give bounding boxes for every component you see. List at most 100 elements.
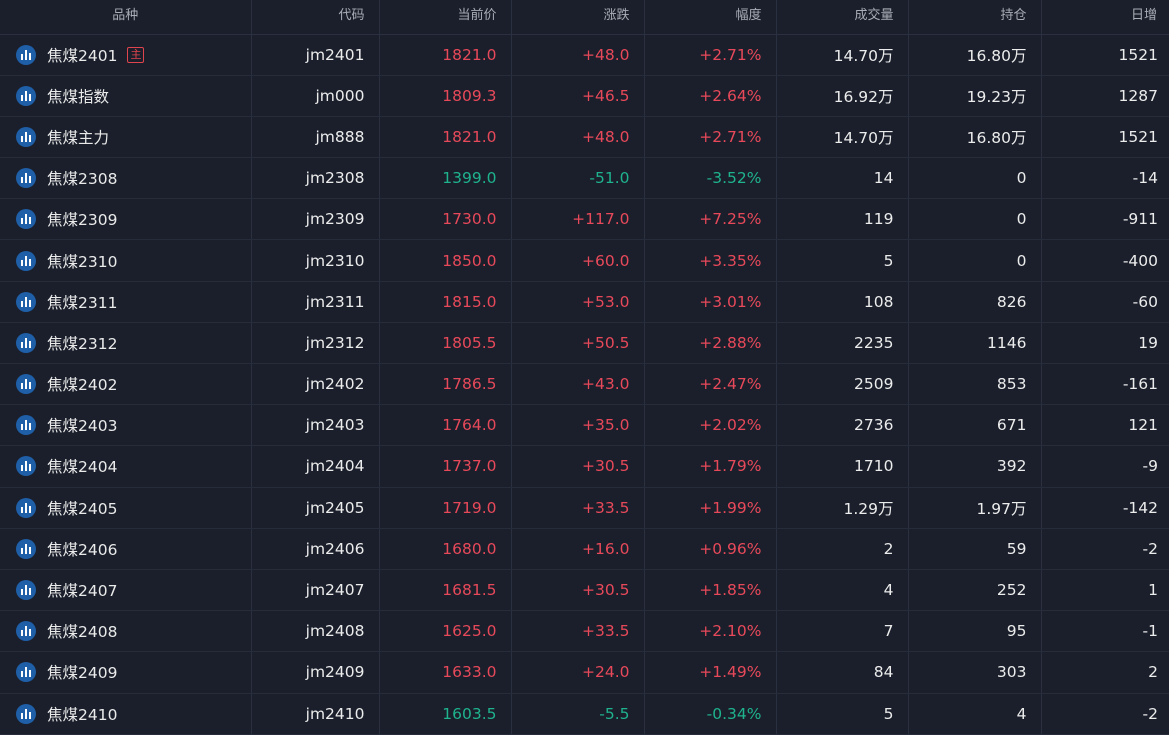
table-row[interactable]: 焦煤2310 jm2310 1850.0 +60.0 +3.35% 5 0 -400 [0,239,1169,282]
variety-cell[interactable]: 焦煤2403 [0,404,252,447]
table-row[interactable]: 焦煤2406 jm2406 1680.0 +16.0 +0.96% 2 59 -2 [0,528,1169,570]
variety-cell[interactable]: 焦煤2401 主 [0,34,252,76]
daily-change-cell: -142 [1041,487,1169,529]
bar-chart-icon[interactable] [16,497,36,518]
bar-chart-icon[interactable] [16,209,36,230]
daily-change-cell: -9 [1041,445,1169,488]
variety-name: 焦煤2407 [47,582,118,601]
bar-chart-icon[interactable] [16,662,36,683]
change-cell: +46.5 [511,75,645,117]
table-row[interactable]: 焦煤2409 jm2409 1633.0 +24.0 +1.49% 84 303 2 [0,651,1169,694]
table-row[interactable]: 焦煤2309 jm2309 1730.0 +117.0 +7.25% 119 0 -911 [0,198,1169,241]
table-row[interactable]: 焦煤2312 jm2312 1805.5 +50.5 +2.88% 2235 1146 19 [0,322,1169,365]
change-cell: +50.5 [511,322,645,365]
code-cell: jm2312 [251,322,380,365]
open-interest-cell: 1.97万 [908,487,1042,529]
open-interest-cell: 826 [908,281,1042,323]
percent-cell: +7.25% [644,198,777,241]
table-row[interactable]: 焦煤2407 jm2407 1681.5 +30.5 +1.85% 4 252 1 [0,569,1169,612]
daily-change-cell: -60 [1041,281,1169,323]
bar-chart-icon[interactable] [16,621,36,642]
price-cell: 1730.0 [379,198,512,241]
variety-cell[interactable]: 焦煤2312 [0,322,252,365]
change-cell: +30.5 [511,445,645,488]
variety-cell[interactable]: 焦煤2406 [0,528,252,570]
header-change[interactable]: 涨跌 [511,0,645,35]
open-interest-cell: 1146 [908,322,1042,365]
header-volume[interactable]: 成交量 [776,0,909,35]
variety-cell[interactable]: 焦煤2404 [0,445,252,488]
variety-cell[interactable]: 焦煤2308 [0,157,252,200]
bar-chart-icon[interactable] [16,580,36,601]
bar-chart-icon[interactable] [16,168,36,189]
variety-cell[interactable]: 焦煤2407 [0,569,252,612]
daily-change-cell: 2 [1041,651,1169,694]
header-code[interactable]: 代码 [251,0,380,35]
change-cell: +33.5 [511,487,645,529]
variety-cell[interactable]: 焦煤2409 [0,651,252,694]
price-cell: 1681.5 [379,569,512,612]
open-interest-cell: 95 [908,610,1042,653]
variety-cell[interactable]: 焦煤2310 [0,239,252,282]
table-row[interactable]: 焦煤2401 主 jm2401 1821.0 +48.0 +2.71% 14.70万 16.8… [0,34,1169,76]
daily-change-cell: -14 [1041,157,1169,200]
table-row[interactable]: 焦煤2311 jm2311 1815.0 +53.0 +3.01% 108 826 -60 [0,281,1169,323]
table-header: 品种 代码 当前价 涨跌 幅度 成交量 持仓 日增 [0,0,1169,35]
bar-chart-icon[interactable] [16,538,36,559]
code-cell: jm2408 [251,610,380,653]
variety-cell[interactable]: 焦煤指数 [0,75,252,117]
percent-cell: +2.71% [644,34,777,76]
price-cell: 1850.0 [379,239,512,282]
variety-name: 焦煤2402 [47,376,118,395]
bar-chart-icon[interactable] [16,332,36,353]
bar-chart-icon[interactable] [16,374,36,395]
percent-cell: -0.34% [644,693,777,735]
header-daily-change[interactable]: 日增 [1041,0,1169,35]
code-cell: jm2311 [251,281,380,323]
open-interest-cell: 853 [908,363,1042,406]
daily-change-cell: 1287 [1041,75,1169,117]
variety-cell[interactable]: 焦煤2311 [0,281,252,323]
table-row[interactable]: 焦煤2403 jm2403 1764.0 +35.0 +2.02% 2736 671 121 [0,404,1169,447]
percent-cell: +2.71% [644,116,777,159]
table-row[interactable]: 焦煤2308 jm2308 1399.0 -51.0 -3.52% 14 0 -14 [0,157,1169,200]
table-row[interactable]: 焦煤2404 jm2404 1737.0 +30.5 +1.79% 1710 392 -9 [0,445,1169,488]
open-interest-cell: 0 [908,239,1042,282]
code-cell: jm2404 [251,445,380,488]
variety-cell[interactable]: 焦煤主力 [0,116,252,159]
variety-cell[interactable]: 焦煤2309 [0,198,252,241]
bar-chart-icon[interactable] [16,703,36,724]
table-row[interactable]: 焦煤2408 jm2408 1625.0 +33.5 +2.10% 7 95 -1 [0,610,1169,653]
code-cell: jm2308 [251,157,380,200]
bar-chart-icon[interactable] [16,126,36,147]
bar-chart-icon[interactable] [16,85,36,106]
header-open-interest[interactable]: 持仓 [908,0,1042,35]
volume-cell: 5 [776,239,909,282]
variety-cell[interactable]: 焦煤2402 [0,363,252,406]
header-percent[interactable]: 幅度 [644,0,777,35]
volume-cell: 2736 [776,404,909,447]
table-row[interactable]: 焦煤2405 jm2405 1719.0 +33.5 +1.99% 1.29万 1.97万 -… [0,487,1169,529]
change-cell: +24.0 [511,651,645,694]
bar-chart-icon[interactable] [16,44,36,65]
price-cell: 1633.0 [379,651,512,694]
table-row[interactable]: 焦煤指数 jm000 1809.3 +46.5 +2.64% 16.92万 19.23万 12… [0,75,1169,117]
percent-cell: +2.02% [644,404,777,447]
table-row[interactable]: 焦煤2402 jm2402 1786.5 +43.0 +2.47% 2509 853 -161 [0,363,1169,406]
variety-cell[interactable]: 焦煤2410 [0,693,252,735]
percent-cell: +2.10% [644,610,777,653]
variety-cell[interactable]: 焦煤2408 [0,610,252,653]
bar-chart-icon[interactable] [16,250,36,271]
bar-chart-icon[interactable] [16,456,36,477]
bar-chart-icon[interactable] [16,415,36,436]
header-variety[interactable]: 品种 [0,0,252,35]
table-row[interactable]: 焦煤2410 jm2410 1603.5 -5.5 -0.34% 5 4 -2 [0,693,1169,735]
open-interest-cell: 392 [908,445,1042,488]
change-cell: +48.0 [511,116,645,159]
table-row[interactable]: 焦煤主力 jm888 1821.0 +48.0 +2.71% 14.70万 16.80万 15… [0,116,1169,159]
daily-change-cell: 19 [1041,322,1169,365]
variety-cell[interactable]: 焦煤2405 [0,487,252,529]
header-price[interactable]: 当前价 [379,0,512,35]
bar-chart-icon[interactable] [16,291,36,312]
variety-name: 焦煤2404 [47,458,118,477]
